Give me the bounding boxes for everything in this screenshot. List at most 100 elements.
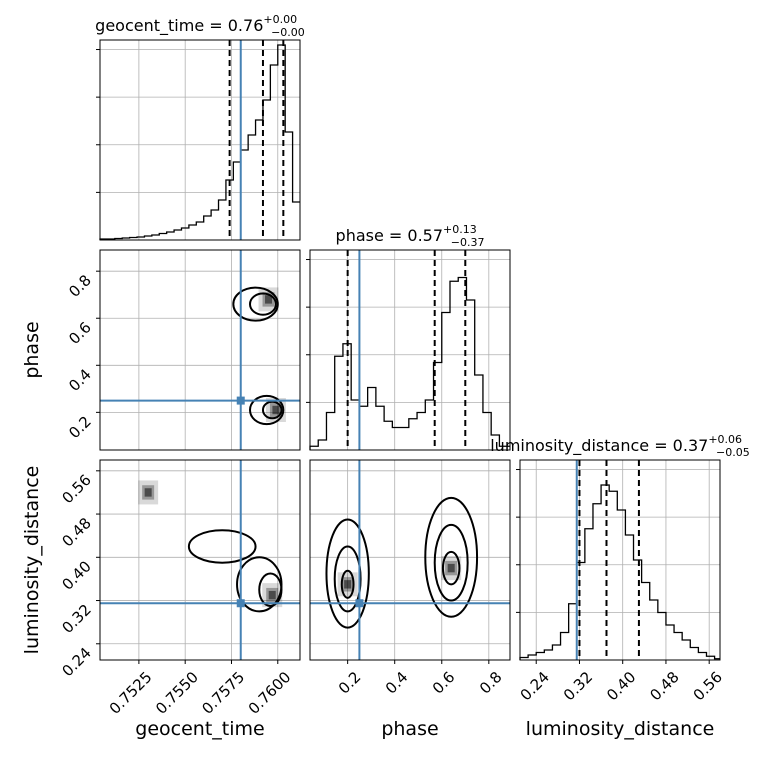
sample-point	[0, 569, 1, 571]
sample-point	[0, 310, 1, 312]
sample-point	[0, 426, 1, 428]
sample-point	[0, 329, 1, 331]
sample-point	[0, 558, 1, 560]
sample-point	[0, 307, 1, 309]
sample-point	[0, 607, 1, 609]
sample-point	[0, 306, 1, 308]
sample-point	[0, 593, 1, 595]
sample-point	[0, 415, 1, 417]
sample-point	[0, 336, 1, 338]
sample-point	[0, 302, 1, 304]
sample-point	[0, 514, 1, 516]
sample-point	[0, 543, 1, 545]
sample-point	[0, 582, 1, 584]
sample-point	[0, 597, 1, 599]
sample-point	[0, 574, 1, 576]
sample-point	[0, 613, 1, 615]
sample-point	[0, 545, 1, 547]
sample-point	[0, 293, 1, 295]
sample-point	[0, 408, 1, 410]
sample-point	[0, 577, 1, 579]
sample-point	[0, 327, 1, 329]
sample-point	[0, 591, 1, 593]
sample-point	[0, 589, 1, 591]
sample-point	[0, 531, 1, 533]
sample-point	[0, 431, 1, 433]
sample-point	[0, 402, 1, 404]
sample-point	[0, 535, 1, 537]
sample-point	[0, 572, 1, 574]
sample-point	[0, 441, 1, 443]
sample-point	[0, 321, 1, 323]
sample-point	[0, 526, 1, 528]
sample-point	[0, 561, 1, 563]
sample-point	[0, 407, 1, 409]
sample-point	[0, 292, 1, 294]
sample-point	[0, 300, 1, 302]
sample-point	[0, 407, 1, 409]
sample-point	[0, 564, 1, 566]
sample-point	[0, 496, 1, 498]
sample-point	[0, 572, 1, 574]
sample-point	[0, 602, 1, 604]
sample-point	[0, 496, 1, 498]
sample-point	[0, 337, 1, 339]
sample-point	[0, 301, 1, 303]
sample-point	[0, 559, 1, 561]
sample-point	[0, 436, 1, 438]
sample-point	[0, 612, 1, 614]
sample-point	[0, 521, 1, 523]
sample-point	[0, 538, 1, 540]
sample-point	[0, 580, 1, 582]
sample-point	[0, 577, 1, 579]
sample-point	[0, 313, 1, 315]
sample-point	[0, 269, 1, 271]
sample-point	[0, 526, 1, 528]
sample-point	[0, 514, 1, 516]
sample-point	[0, 499, 1, 501]
sample-point	[0, 589, 1, 591]
sample-point	[0, 308, 1, 310]
sample-point	[0, 605, 1, 607]
sample-point	[0, 578, 1, 580]
sample-point	[0, 300, 1, 302]
sample-point	[0, 322, 1, 324]
sample-point	[0, 304, 1, 306]
sample-point	[0, 614, 1, 616]
sample-point	[0, 584, 1, 586]
sample-point	[0, 329, 1, 331]
sample-point	[0, 543, 1, 545]
sample-point	[0, 546, 1, 548]
sample-point	[0, 597, 1, 599]
sample-point	[0, 314, 1, 316]
sample-point	[0, 561, 1, 563]
sample-point	[0, 610, 1, 612]
sample-point	[0, 576, 1, 578]
sample-point	[0, 601, 1, 603]
sample-point	[0, 419, 1, 421]
sample-point	[0, 533, 1, 535]
sample-point	[0, 606, 1, 608]
sample-point	[0, 594, 1, 596]
sample-point	[0, 583, 1, 585]
sample-point	[0, 323, 1, 325]
sample-point	[0, 313, 1, 315]
sample-point	[0, 602, 1, 604]
sample-point	[0, 560, 1, 562]
sample-point	[0, 442, 1, 444]
sample-point	[0, 621, 1, 623]
sample-point	[0, 321, 1, 323]
sample-point	[0, 514, 1, 516]
sample-point	[0, 611, 1, 613]
sample-point	[0, 423, 1, 425]
sample-point	[0, 301, 1, 303]
sample-point	[0, 525, 1, 527]
sample-point	[0, 534, 1, 536]
sample-point	[0, 592, 1, 594]
sample-point	[0, 513, 1, 515]
sample-point	[0, 553, 1, 555]
sample-point	[0, 302, 1, 304]
sample-point	[0, 568, 1, 570]
sample-point	[0, 434, 1, 436]
sample-point	[0, 395, 1, 397]
